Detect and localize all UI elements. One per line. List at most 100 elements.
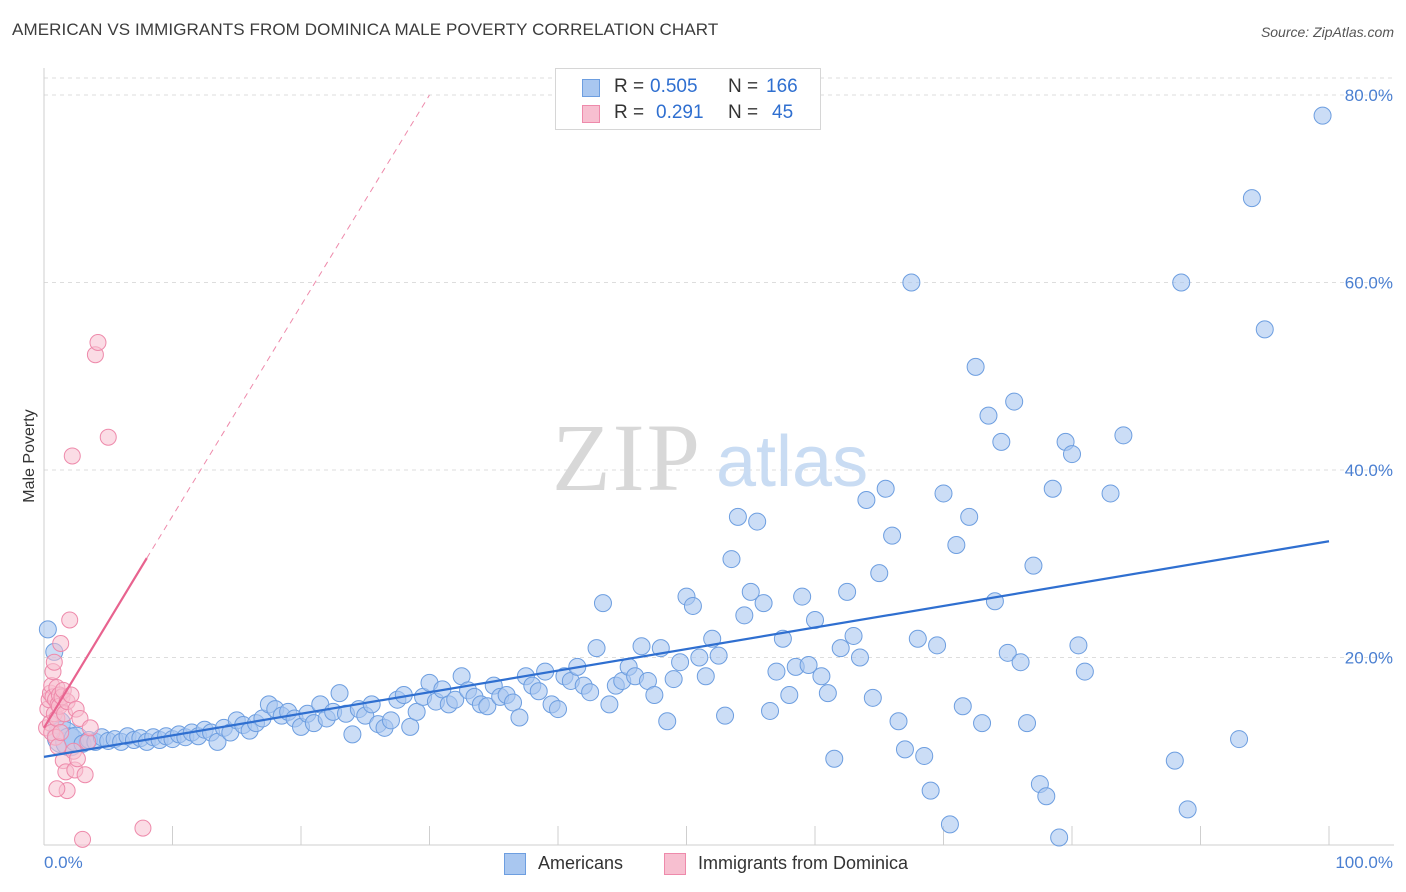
americans-point [343, 725, 362, 744]
dominica-swatch [582, 105, 600, 123]
watermark-zip: ZIP [552, 404, 702, 511]
americans-point [658, 712, 677, 731]
americans-point [960, 507, 979, 526]
dominica-point [45, 653, 63, 671]
americans-point [728, 507, 747, 526]
y-tick-label-0: 20.0% [1345, 649, 1393, 668]
x-tick-label-0: 0.0% [44, 853, 83, 872]
legend-dominica-swatch [664, 853, 686, 875]
americans-point [600, 695, 619, 714]
americans-point [934, 484, 953, 503]
americans-point [1178, 800, 1197, 819]
americans-point [793, 587, 812, 606]
americans-point [716, 706, 735, 725]
americans-point [754, 594, 773, 613]
watermark: ZIP atlas [552, 404, 868, 511]
americans-r-value: 0.505 [650, 76, 698, 97]
americans-point [504, 693, 523, 712]
americans-point [587, 639, 606, 658]
americans-point [1075, 662, 1094, 681]
legend-dominica-label: Immigrants from Dominica [698, 853, 909, 873]
americans-point [895, 740, 914, 759]
chart-title: AMERICAN VS IMMIGRANTS FROM DOMINICA MAL… [12, 20, 719, 39]
x-tick-label-1: 100.0% [1335, 853, 1393, 872]
americans-point [876, 479, 895, 498]
americans-point [1050, 828, 1069, 847]
americans-point [549, 700, 567, 719]
americans-point [863, 688, 882, 707]
dominica-point [48, 780, 66, 798]
americans-point [581, 683, 600, 702]
americans-point [992, 432, 1011, 451]
dominica-point [61, 611, 79, 629]
americans-point [812, 667, 831, 686]
americans-point [1024, 556, 1043, 575]
americans-point [722, 550, 741, 569]
americans-point [1063, 445, 1081, 464]
dominica-point [134, 819, 152, 837]
americans-point [857, 491, 876, 509]
americans-point [780, 686, 799, 704]
americans-point [748, 512, 767, 531]
americans-point [799, 656, 818, 674]
americans-point [761, 701, 780, 720]
americans-point [928, 636, 947, 655]
legend-americans-swatch [504, 853, 526, 875]
americans-point [1172, 273, 1191, 292]
americans-swatch [582, 79, 600, 97]
americans-point [818, 684, 837, 703]
americans-point [947, 536, 966, 554]
americans-point [870, 564, 889, 583]
americans-point [632, 637, 651, 656]
dominica-trend-line [43, 557, 148, 729]
americans-point [1011, 653, 1030, 672]
americans-point [883, 526, 902, 545]
americans-point [407, 702, 426, 721]
americans-point [690, 648, 709, 667]
americans-point [671, 653, 690, 672]
americans-point [825, 749, 844, 768]
americans-point [1043, 479, 1062, 498]
dominica-point [81, 719, 99, 737]
americans-point [953, 697, 972, 716]
americans-point [735, 606, 754, 625]
americans-n-label: N = [728, 76, 759, 97]
dominica-trend-extension [146, 94, 430, 559]
americans-point [902, 273, 921, 292]
dominica-point [89, 334, 107, 351]
americans-point [1101, 484, 1120, 503]
americans-point [998, 643, 1017, 662]
y-axis-label: Male Poverty [21, 409, 38, 502]
americans-point [446, 690, 465, 709]
y-tick-label-2: 60.0% [1345, 274, 1393, 293]
dominica-point [76, 766, 94, 784]
dominica-point [63, 447, 81, 465]
y-tick-label-1: 40.0% [1345, 461, 1393, 480]
bottom-legend: Americans Immigrants from Dominica [0, 851, 1406, 879]
americans-point [889, 712, 908, 731]
legend-americans-label: Americans [538, 853, 624, 873]
americans-point [683, 596, 702, 615]
americans-point [1018, 714, 1037, 733]
axes [43, 68, 1394, 846]
americans-point [696, 667, 715, 686]
americans-point [529, 682, 548, 701]
dominica-point [52, 724, 70, 741]
americans-point [1069, 636, 1088, 655]
watermark-atlas: atlas [716, 422, 868, 502]
americans-point [844, 626, 863, 645]
americans-point [510, 708, 529, 727]
americans-trend-line [43, 540, 1330, 758]
dominica-point [52, 634, 70, 652]
americans-point [1165, 751, 1184, 770]
y-tick-label-3: 80.0% [1345, 86, 1393, 105]
americans-n-value: 166 [766, 76, 798, 97]
americans-point [966, 357, 985, 376]
americans-point [1313, 106, 1332, 125]
dominica-point [74, 830, 92, 848]
americans-point [330, 684, 349, 703]
americans-point [1230, 730, 1249, 749]
americans-point [973, 714, 992, 733]
dominica-r-value: 0.291 [656, 102, 704, 123]
